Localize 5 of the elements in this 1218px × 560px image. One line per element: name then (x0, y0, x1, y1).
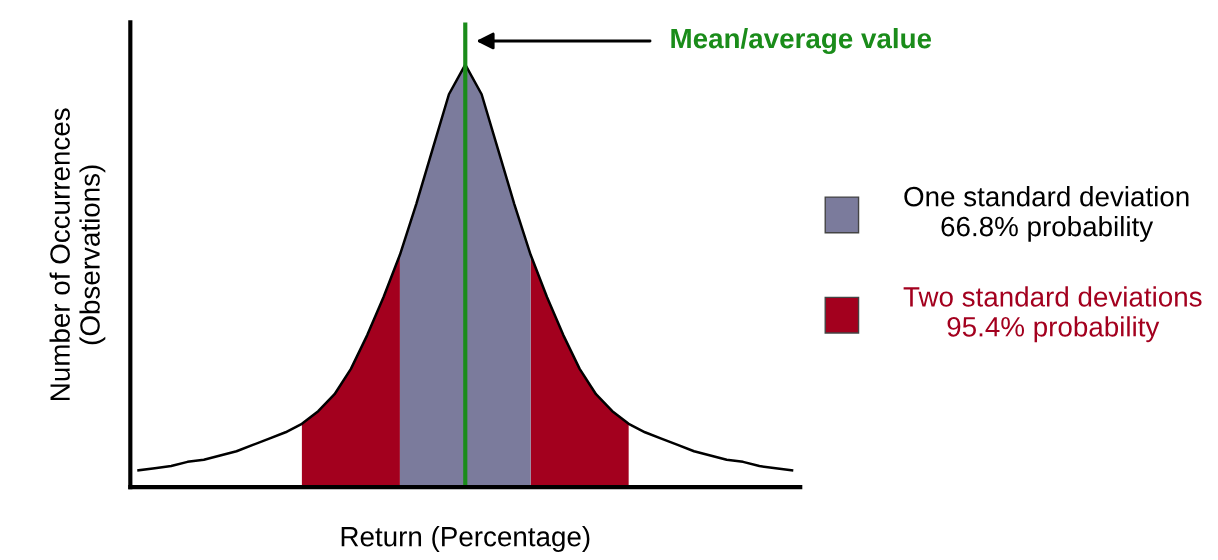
legend-label: Two standard deviations 95.4% probability (903, 286, 1202, 343)
legend-label: One standard deviation 66.8% probability (904, 186, 1189, 242)
x-axis-title: Return (Percentage) (341, 526, 590, 552)
text: Mean/average value (671, 27, 932, 54)
y-axis-title: Number of Occurrences (Observations) (49, 108, 106, 400)
